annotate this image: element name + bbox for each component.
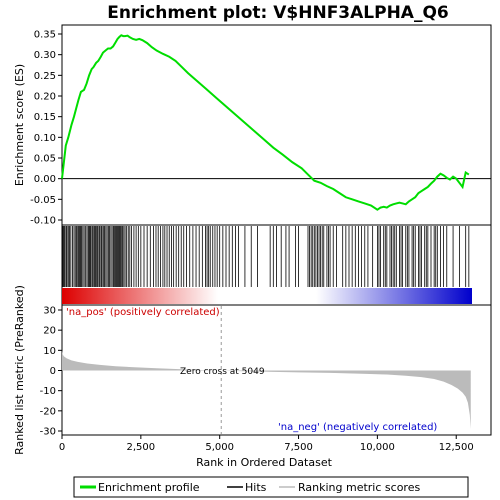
es-ytick-label: 0.35 (34, 30, 56, 41)
rank-metric-y-axis: -30 -20 -10 0 10 20 30 (40, 306, 62, 438)
ranked-metric-area (62, 350, 471, 429)
rank-metric-x-axis: 0 2,500 5,000 7,500 10,000 12,500 (59, 435, 474, 453)
es-ytick-label: -0.10 (30, 216, 56, 227)
rm-ytick-label: 0 (50, 366, 56, 377)
es-y-axis-label: Enrichment score (ES) (13, 64, 26, 186)
es-ytick-label: 0.05 (34, 154, 56, 165)
rm-xtick-label: 7,500 (284, 442, 313, 453)
annotation-na-pos: 'na_pos' (positively correlated) (66, 307, 220, 318)
es-ytick-label: 0.10 (34, 133, 56, 144)
es-y-axis: -0.10 -0.05 0.00 0.05 0.10 0.15 0.20 0.25 0.30 0.… (30, 30, 62, 227)
es-ytick-label: 0.25 (34, 71, 56, 82)
hit-markers (62, 226, 470, 287)
rank-metric-y-axis-label: Ranked list metric (PreRanked) (13, 285, 26, 455)
rm-xtick-label: 2,500 (127, 442, 156, 453)
rm-xtick-label: 5,000 (205, 442, 234, 453)
legend-enrichment-label: Enrichment profile (98, 481, 200, 494)
legend-box (73, 476, 469, 498)
rm-xtick-label: 12,500 (439, 442, 474, 453)
es-ytick-label: 0.15 (34, 112, 56, 123)
rm-ytick-label: 30 (43, 306, 56, 317)
annotation-zero-cross: Zero cross at 5049 (180, 367, 265, 377)
rm-ytick-label: -20 (40, 406, 56, 417)
rank-x-axis-label: Rank in Ordered Dataset (196, 456, 333, 469)
annotation-na-neg: 'na_neg' (negatively correlated) (278, 422, 437, 433)
es-ytick-label: -0.05 (30, 195, 56, 206)
rm-ytick-label: 10 (43, 346, 56, 357)
enrichment-panel (61, 24, 492, 226)
chart-title: Enrichment plot: V$HNF3ALPHA_Q6 (107, 3, 449, 23)
rm-ytick-label: -30 (40, 427, 56, 438)
es-ytick-label: 0.20 (34, 92, 56, 103)
rm-ytick-label: 20 (43, 326, 56, 337)
legend-ranking-label: Ranking metric scores (298, 481, 420, 494)
rm-xtick-label: 0 (59, 442, 65, 453)
legend-hits-label: Hits (245, 481, 267, 494)
es-ytick-label: 0.00 (34, 174, 56, 185)
rm-ytick-label: -10 (40, 386, 56, 397)
rm-xtick-label: 10,000 (360, 442, 395, 453)
rank-gradient-bar (62, 288, 472, 304)
legend: Enrichment profile Hits Ranking metric s… (73, 476, 469, 498)
es-ytick-label: 0.30 (34, 50, 56, 61)
enrichment-profile-line (61, 34, 470, 211)
